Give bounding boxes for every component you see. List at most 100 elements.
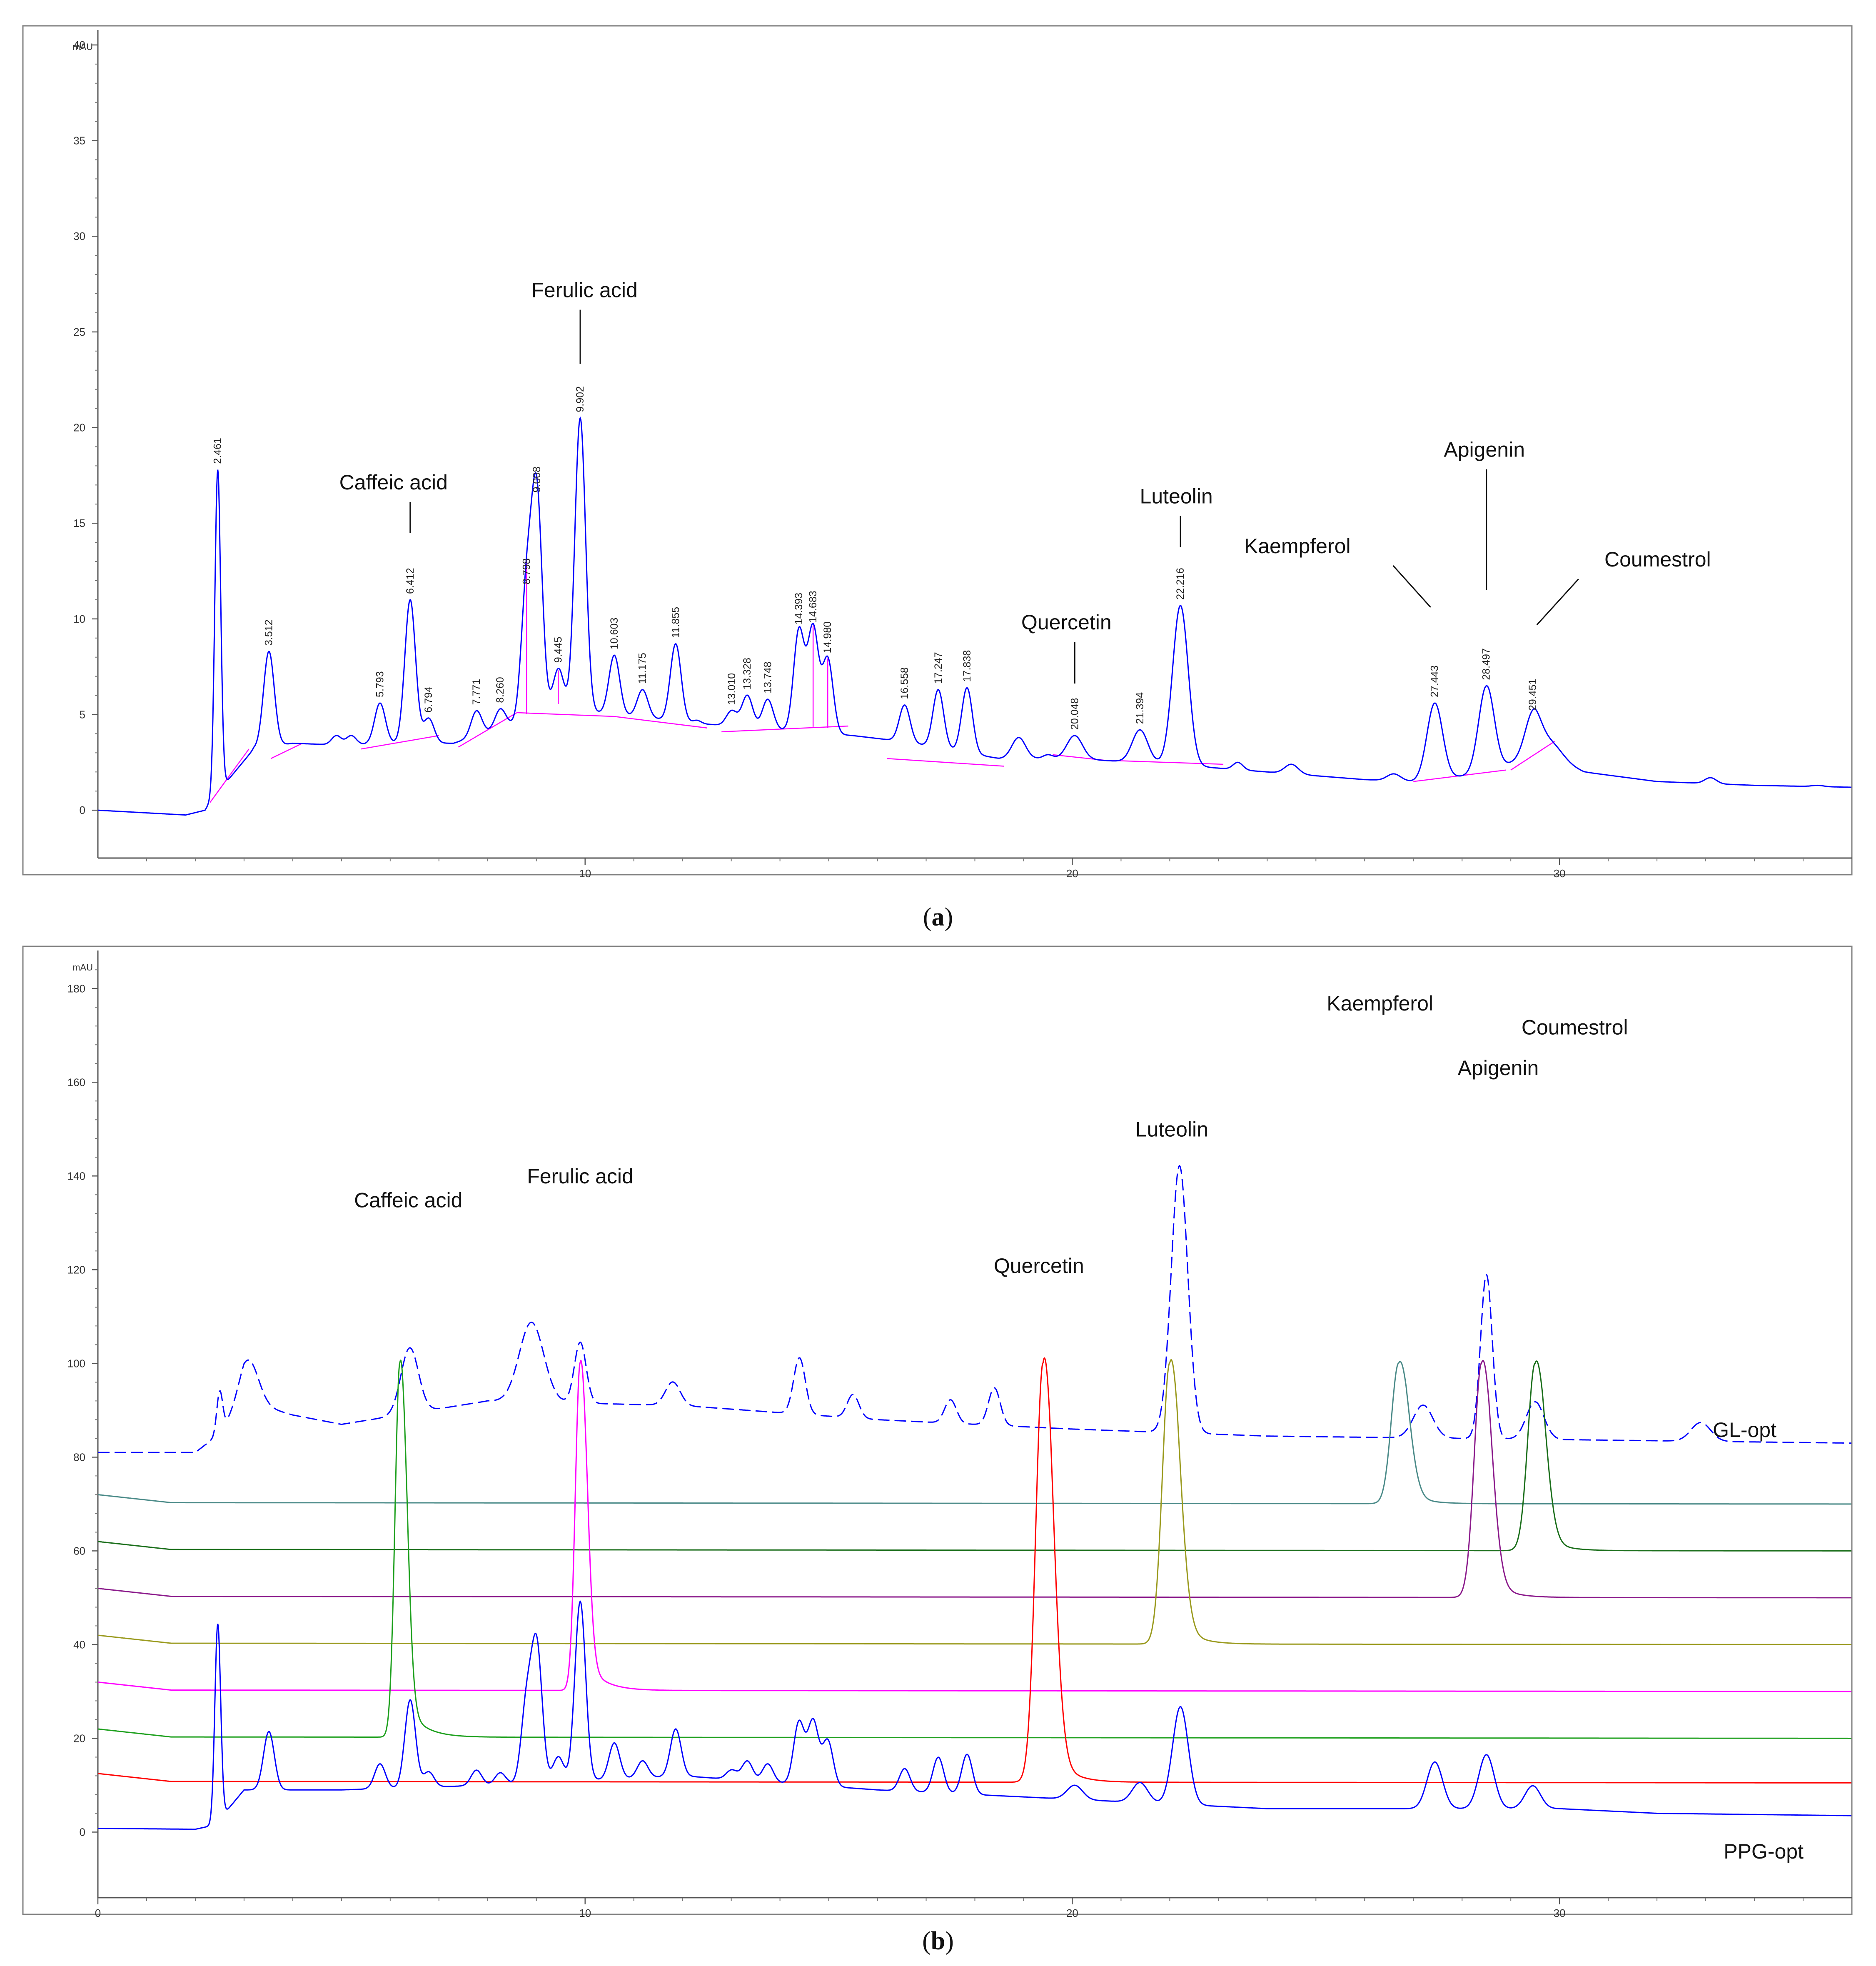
b-x-tick-label: 10: [579, 1907, 591, 1919]
a-baseline-segment: [458, 712, 517, 748]
b-y-tick-label: 40: [73, 1638, 85, 1651]
a-compound-label: Coumestrol: [1604, 548, 1711, 571]
a-retention-time-label: 21.394: [1134, 692, 1146, 724]
a-retention-time-label: 9.445: [552, 637, 564, 663]
b-compound-label: Quercetin: [994, 1254, 1084, 1277]
a-compound-leader-line: [1536, 579, 1579, 626]
a-compound-label: Apigenin: [1444, 438, 1525, 462]
a-retention-time-label: 28.497: [1481, 648, 1492, 680]
b-y-tick-label: 180: [67, 982, 85, 995]
a-retention-time-label: 17.247: [933, 652, 944, 684]
b-y-tick-label: 140: [67, 1170, 85, 1182]
a-y-tick-label: 20: [73, 422, 85, 434]
panel-b-compound-labels: Caffeic acid Ferulic acid Quercetin Luteoli…: [354, 992, 1628, 1277]
a-x-tick-label: 20: [1066, 867, 1078, 880]
a-retention-time-label: 6.412: [404, 568, 416, 594]
a-x-tick-label: 10: [579, 867, 591, 880]
a-retention-time-label: 14.683: [807, 591, 819, 622]
b-series-line-ferulic-acid-standard: [97, 1360, 1851, 1692]
a-retention-time-label: 27.443: [1429, 665, 1441, 697]
a-compound-label: Ferulic acid: [531, 279, 638, 302]
a-compound-label: Kaempferol: [1244, 534, 1351, 558]
a-baseline-segment: [270, 743, 303, 759]
b-compound-label: Caffeic acid: [354, 1188, 462, 1212]
b-y-tick-label: 120: [67, 1263, 85, 1276]
panel-a-retention-labels: 2.461 3.512 5.793 6.412 6.794 7.771 8.260 8.798…: [212, 386, 1539, 730]
a-y-tick-label: 0: [80, 804, 85, 816]
a-baseline-segment: [614, 716, 707, 729]
b-compound-label: Luteolin: [1135, 1118, 1208, 1141]
a-baseline-segment: [721, 725, 848, 733]
a-retention-time-label: 13.010: [726, 673, 738, 705]
a-y-tick-label: 10: [73, 613, 85, 625]
a-retention-time-label: 2.461: [212, 438, 224, 464]
a-baseline-segment: [516, 712, 614, 717]
b-compound-label: Coumestrol: [1522, 1015, 1628, 1039]
b-series-line-caffeic-acid-standard: [97, 1359, 1851, 1739]
panel-b-frame: [22, 946, 1853, 1915]
b-compound-label: Kaempferol: [1327, 992, 1433, 1015]
a-y-tick-label: 35: [73, 135, 85, 147]
a-retention-time-label: 14.980: [822, 621, 833, 653]
panel-b-chromatogram-overlay: 0 20 40 60 80 100 120 140 160 180 mAU 0 10 20 30 Caffe…: [22, 946, 1853, 1919]
panel-b-axes: 0 20 40 60 80 100 120 140 160 180 mAU 0 10 20 30: [67, 951, 1852, 1919]
panel-b-caption: (b): [922, 1927, 954, 1955]
a-retention-time-label: 9.008: [531, 467, 543, 493]
a-compound-leader-line: [1392, 565, 1431, 608]
a-baseline-segment: [361, 735, 439, 750]
a-retention-time-label: 5.793: [374, 671, 386, 697]
a-retention-time-label: 22.216: [1175, 568, 1186, 599]
b-y-tick-label: 20: [73, 1732, 85, 1744]
a-baseline-segment: [1510, 741, 1555, 771]
a-compound-label: Caffeic acid: [339, 471, 448, 494]
b-series-line-luteolin-standard: [97, 1359, 1851, 1645]
a-retention-time-label: 13.748: [762, 661, 773, 693]
panel-b-traces: [97, 1165, 1851, 1830]
a-retention-time-label: 11.855: [670, 607, 681, 638]
a-retention-time-label: 9.902: [574, 386, 586, 412]
a-compound-label: Quercetin: [1021, 611, 1112, 634]
b-series-line-gl-opt: [98, 1165, 1851, 1453]
b-series-line-coumestrol-standard: [97, 1360, 1851, 1552]
b-y-tick-label: 160: [67, 1076, 85, 1088]
b-y-tick-label: 60: [73, 1544, 85, 1557]
a-retention-time-label: 3.512: [263, 619, 275, 646]
a-retention-time-label: 14.393: [793, 593, 805, 624]
a-y-unit-label: mAU: [72, 42, 93, 52]
b-series-line-kaempferol-standard: [97, 1361, 1851, 1505]
b-x-tick-label: 30: [1554, 1907, 1566, 1919]
b-compound-label: Ferulic acid: [527, 1165, 634, 1188]
a-retention-time-label: 17.838: [961, 650, 973, 682]
b-series-line-apigenin-standard: [97, 1360, 1851, 1599]
panel-a-trace: [98, 416, 1851, 816]
b-x-tick-label: 0: [95, 1907, 101, 1919]
a-retention-time-label: 11.175: [637, 653, 649, 684]
b-y-tick-label: 100: [67, 1357, 85, 1370]
series-label-gl-opt: GL-opt: [1713, 1418, 1776, 1442]
a-retention-time-label: 20.048: [1069, 698, 1080, 730]
a-y-tick-label: 5: [80, 709, 85, 721]
panel-a-integration-baselines: [210, 556, 1555, 803]
a-retention-time-label: 10.603: [609, 618, 620, 649]
a-y-tick-label: 25: [73, 326, 85, 338]
a-baseline-segment: [1111, 760, 1224, 765]
a-retention-time-label: 8.260: [494, 677, 506, 703]
b-y-tick-label: 0: [80, 1826, 85, 1838]
b-series-line-ppg-opt: [98, 1600, 1851, 1830]
a-y-tick-label: 15: [73, 517, 85, 529]
panel-a-frame: [22, 25, 1853, 876]
a-retention-time-label: 6.794: [423, 686, 434, 713]
a-baseline-segment: [887, 758, 1004, 767]
a-retention-time-label: 29.451: [1527, 679, 1539, 711]
panel-a-compound-labels: Caffeic acid Ferulic acid Quercetin Luteoli…: [339, 279, 1711, 684]
a-retention-time-label: 13.328: [741, 658, 753, 689]
a-y-tick-label: 40: [73, 39, 85, 51]
b-y-unit-label: mAU: [72, 962, 93, 973]
a-chromatogram-line: [98, 416, 1851, 816]
b-compound-label: Apigenin: [1458, 1056, 1539, 1080]
a-retention-time-label: 16.558: [899, 667, 911, 699]
panel-a-caption: (a): [923, 903, 953, 931]
